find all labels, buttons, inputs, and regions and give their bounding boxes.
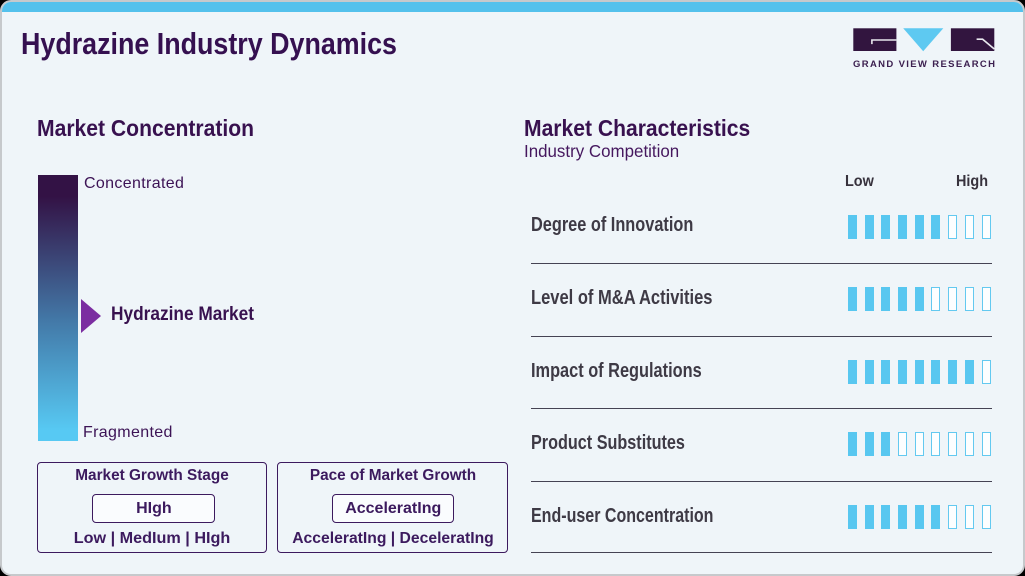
- svg-text:GRAND VIEW RESEARCH: GRAND VIEW RESEARCH: [853, 59, 996, 70]
